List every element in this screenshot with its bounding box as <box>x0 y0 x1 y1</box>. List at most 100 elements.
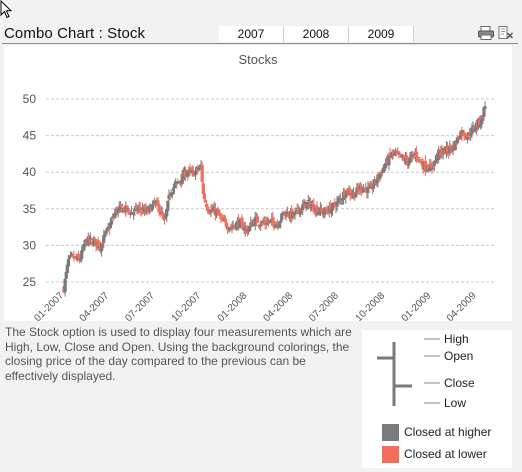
price-candle <box>209 204 213 218</box>
price-candle <box>363 188 367 191</box>
price-candle <box>240 214 244 223</box>
legend-lower-label: Closed at lower <box>404 447 487 461</box>
price-candle <box>293 207 297 220</box>
x-tick-label: 07-2007 <box>123 290 157 321</box>
price-candle <box>432 160 436 172</box>
price-candle <box>200 161 204 186</box>
price-candle <box>429 159 433 167</box>
price-candle <box>325 205 329 214</box>
price-candle <box>219 213 223 224</box>
price-candle <box>305 202 309 210</box>
price-candle <box>76 250 80 260</box>
price-candle <box>333 198 337 208</box>
price-candle <box>378 173 382 182</box>
price-candle <box>336 196 340 207</box>
x-tick-label: 07-2008 <box>307 290 341 321</box>
price-candle <box>393 147 398 157</box>
price-candle <box>335 196 339 212</box>
price-candle <box>217 207 221 216</box>
price-candle <box>408 152 412 166</box>
price-candle <box>156 196 160 206</box>
price-candle <box>154 199 158 209</box>
price-candles <box>62 101 487 297</box>
price-candle <box>69 251 73 259</box>
price-candle <box>267 220 272 224</box>
y-tick-label: 35 <box>23 202 37 216</box>
price-candle <box>151 199 156 205</box>
price-candle <box>282 214 286 216</box>
y-tick-label: 30 <box>23 238 37 252</box>
price-candle <box>136 205 140 215</box>
price-candle <box>132 210 136 220</box>
price-candle <box>99 242 104 257</box>
legend-high-label: High <box>444 332 469 346</box>
price-candle <box>294 209 298 214</box>
price-candle <box>440 144 444 159</box>
price-candle <box>348 186 352 201</box>
price-candle <box>104 229 108 237</box>
tab-2009[interactable]: 2009 <box>349 26 414 42</box>
price-candle <box>63 277 67 297</box>
price-candle <box>323 207 327 219</box>
price-candle <box>133 206 137 217</box>
price-candle <box>138 201 142 216</box>
x-tick-label: 04-2009 <box>445 290 479 321</box>
price-candle <box>255 213 260 224</box>
legend-close-label: Close <box>444 376 475 390</box>
y-tick-label: 50 <box>23 92 37 106</box>
price-candle <box>183 166 188 182</box>
price-candle <box>139 208 143 217</box>
price-candle <box>410 150 414 163</box>
price-candle <box>423 154 428 176</box>
price-candle <box>364 182 368 190</box>
y-tick-label: 45 <box>23 129 37 143</box>
price-candle <box>82 239 86 252</box>
price-candle <box>308 197 313 212</box>
price-candle <box>166 200 170 213</box>
price-candle <box>96 236 100 251</box>
price-candle <box>214 209 219 219</box>
mouse-cursor-icon <box>0 0 13 19</box>
page-title: Combo Chart : Stock <box>4 25 146 42</box>
price-candle <box>445 142 450 157</box>
price-candle <box>186 171 190 181</box>
price-candle <box>221 214 225 222</box>
year-selector: 2007 2008 2009 <box>219 26 414 42</box>
price-candle <box>83 242 87 247</box>
x-tick-label: 04-2007 <box>78 290 112 321</box>
price-candle <box>449 143 453 155</box>
clear-selection-icon[interactable] <box>498 26 514 40</box>
legend-higher-label: Closed at higher <box>404 425 492 439</box>
price-candle <box>167 189 171 201</box>
price-candle <box>170 191 174 199</box>
x-tick-label: 04-2008 <box>261 290 295 321</box>
x-axis-ticks: 01-2007 04-2007 07-2007 10-2007 01-2008 04-20… <box>32 290 478 321</box>
x-tick-label: 01-2009 <box>400 290 434 321</box>
stock-chart[interactable]: Stocks 25 30 35 40 45 50 01-2007 04-2007 07-200… <box>4 46 512 321</box>
price-candle <box>313 212 317 216</box>
price-candle <box>414 146 419 163</box>
stock-legend-diagram <box>377 338 440 406</box>
legend-lower-swatch <box>382 446 399 463</box>
header-divider <box>2 43 518 44</box>
chart-title: Stocks <box>238 52 278 67</box>
price-candle <box>301 199 305 216</box>
price-candle <box>330 202 335 216</box>
price-candle <box>272 218 276 231</box>
price-candle <box>431 167 435 171</box>
x-tick-label: 01-2008 <box>216 290 250 321</box>
price-candle <box>228 227 232 233</box>
header: Combo Chart : Stock 2007 2008 2009 <box>0 22 522 44</box>
price-candle <box>381 164 386 174</box>
price-candle <box>349 190 353 200</box>
tab-2008[interactable]: 2008 <box>284 26 349 42</box>
price-candle <box>119 203 124 209</box>
legend-higher-swatch <box>382 424 399 441</box>
price-candle <box>243 221 247 237</box>
tab-2007[interactable]: 2007 <box>219 26 284 42</box>
price-candle <box>225 222 230 235</box>
price-candle <box>201 182 205 195</box>
printer-icon[interactable] <box>478 26 494 40</box>
price-candle <box>309 201 314 212</box>
price-candle <box>366 181 370 199</box>
